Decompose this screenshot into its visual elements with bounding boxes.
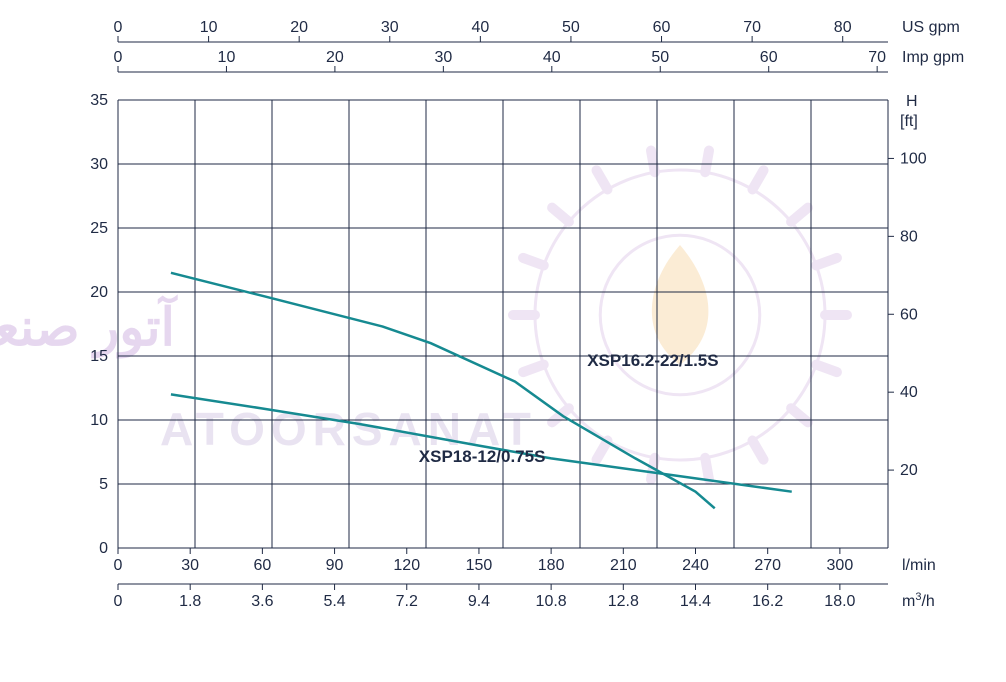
tick-m3h: 12.8 <box>608 593 639 610</box>
tick-impgpm: 0 <box>114 49 123 66</box>
series-label: XSP16.2-22/1.5S <box>587 351 718 370</box>
series-label: XSP18-12/0.75S <box>419 447 546 466</box>
tick-left: 25 <box>90 220 108 237</box>
tick-ft: 60 <box>900 306 918 323</box>
tick-impgpm: 20 <box>326 49 344 66</box>
tick-m3h: 7.2 <box>396 593 418 610</box>
tick-lmin: 90 <box>326 557 344 574</box>
unit-lmin: l/min <box>902 557 936 574</box>
tick-impgpm: 50 <box>651 49 669 66</box>
tick-usgpm: 80 <box>834 19 852 36</box>
unit-usgpm: US gpm <box>902 19 960 36</box>
tick-m3h: 14.4 <box>680 593 711 610</box>
unit-ft-2: [ft] <box>900 113 918 130</box>
tick-impgpm: 40 <box>543 49 561 66</box>
tick-left: 30 <box>90 156 108 173</box>
tick-m3h: 3.6 <box>251 593 273 610</box>
tick-usgpm: 0 <box>114 19 123 36</box>
tick-lmin: 150 <box>466 557 493 574</box>
unit-impgpm: Imp gpm <box>902 49 964 66</box>
tick-ft: 100 <box>900 150 927 167</box>
tick-ft: 40 <box>900 384 918 401</box>
tick-impgpm: 30 <box>434 49 452 66</box>
tick-lmin: 300 <box>827 557 854 574</box>
tick-impgpm: 60 <box>760 49 778 66</box>
tick-usgpm: 50 <box>562 19 580 36</box>
tick-left: 15 <box>90 348 108 365</box>
tick-lmin: 120 <box>393 557 420 574</box>
tick-left: 5 <box>99 476 108 493</box>
tick-impgpm: 70 <box>868 49 886 66</box>
tick-ft: 20 <box>900 462 918 479</box>
tick-lmin: 180 <box>538 557 565 574</box>
tick-left: 35 <box>90 92 108 109</box>
tick-left: 20 <box>90 284 108 301</box>
tick-m3h: 1.8 <box>179 593 201 610</box>
tick-usgpm: 10 <box>200 19 218 36</box>
tick-m3h: 18.0 <box>824 593 855 610</box>
tick-left: 10 <box>90 412 108 429</box>
tick-usgpm: 40 <box>471 19 489 36</box>
tick-lmin: 30 <box>181 557 199 574</box>
tick-lmin: 270 <box>754 557 781 574</box>
tick-usgpm: 60 <box>653 19 671 36</box>
unit-ft-1: H <box>906 93 918 110</box>
tick-m3h: 9.4 <box>468 593 490 610</box>
tick-m3h: 10.8 <box>536 593 567 610</box>
tick-m3h: 0 <box>114 593 123 610</box>
tick-usgpm: 30 <box>381 19 399 36</box>
tick-impgpm: 10 <box>218 49 236 66</box>
tick-m3h: 5.4 <box>323 593 345 610</box>
tick-ft: 80 <box>900 228 918 245</box>
tick-lmin: 60 <box>253 557 271 574</box>
tick-m3h: 16.2 <box>752 593 783 610</box>
tick-usgpm: 20 <box>290 19 308 36</box>
tick-lmin: 240 <box>682 557 709 574</box>
pump-curve-chart: ATOORSANATآتور صنعت 01020304050607080US … <box>0 0 1006 682</box>
tick-lmin: 0 <box>114 557 123 574</box>
tick-usgpm: 70 <box>743 19 761 36</box>
tick-lmin: 210 <box>610 557 637 574</box>
tick-left: 0 <box>99 540 108 557</box>
